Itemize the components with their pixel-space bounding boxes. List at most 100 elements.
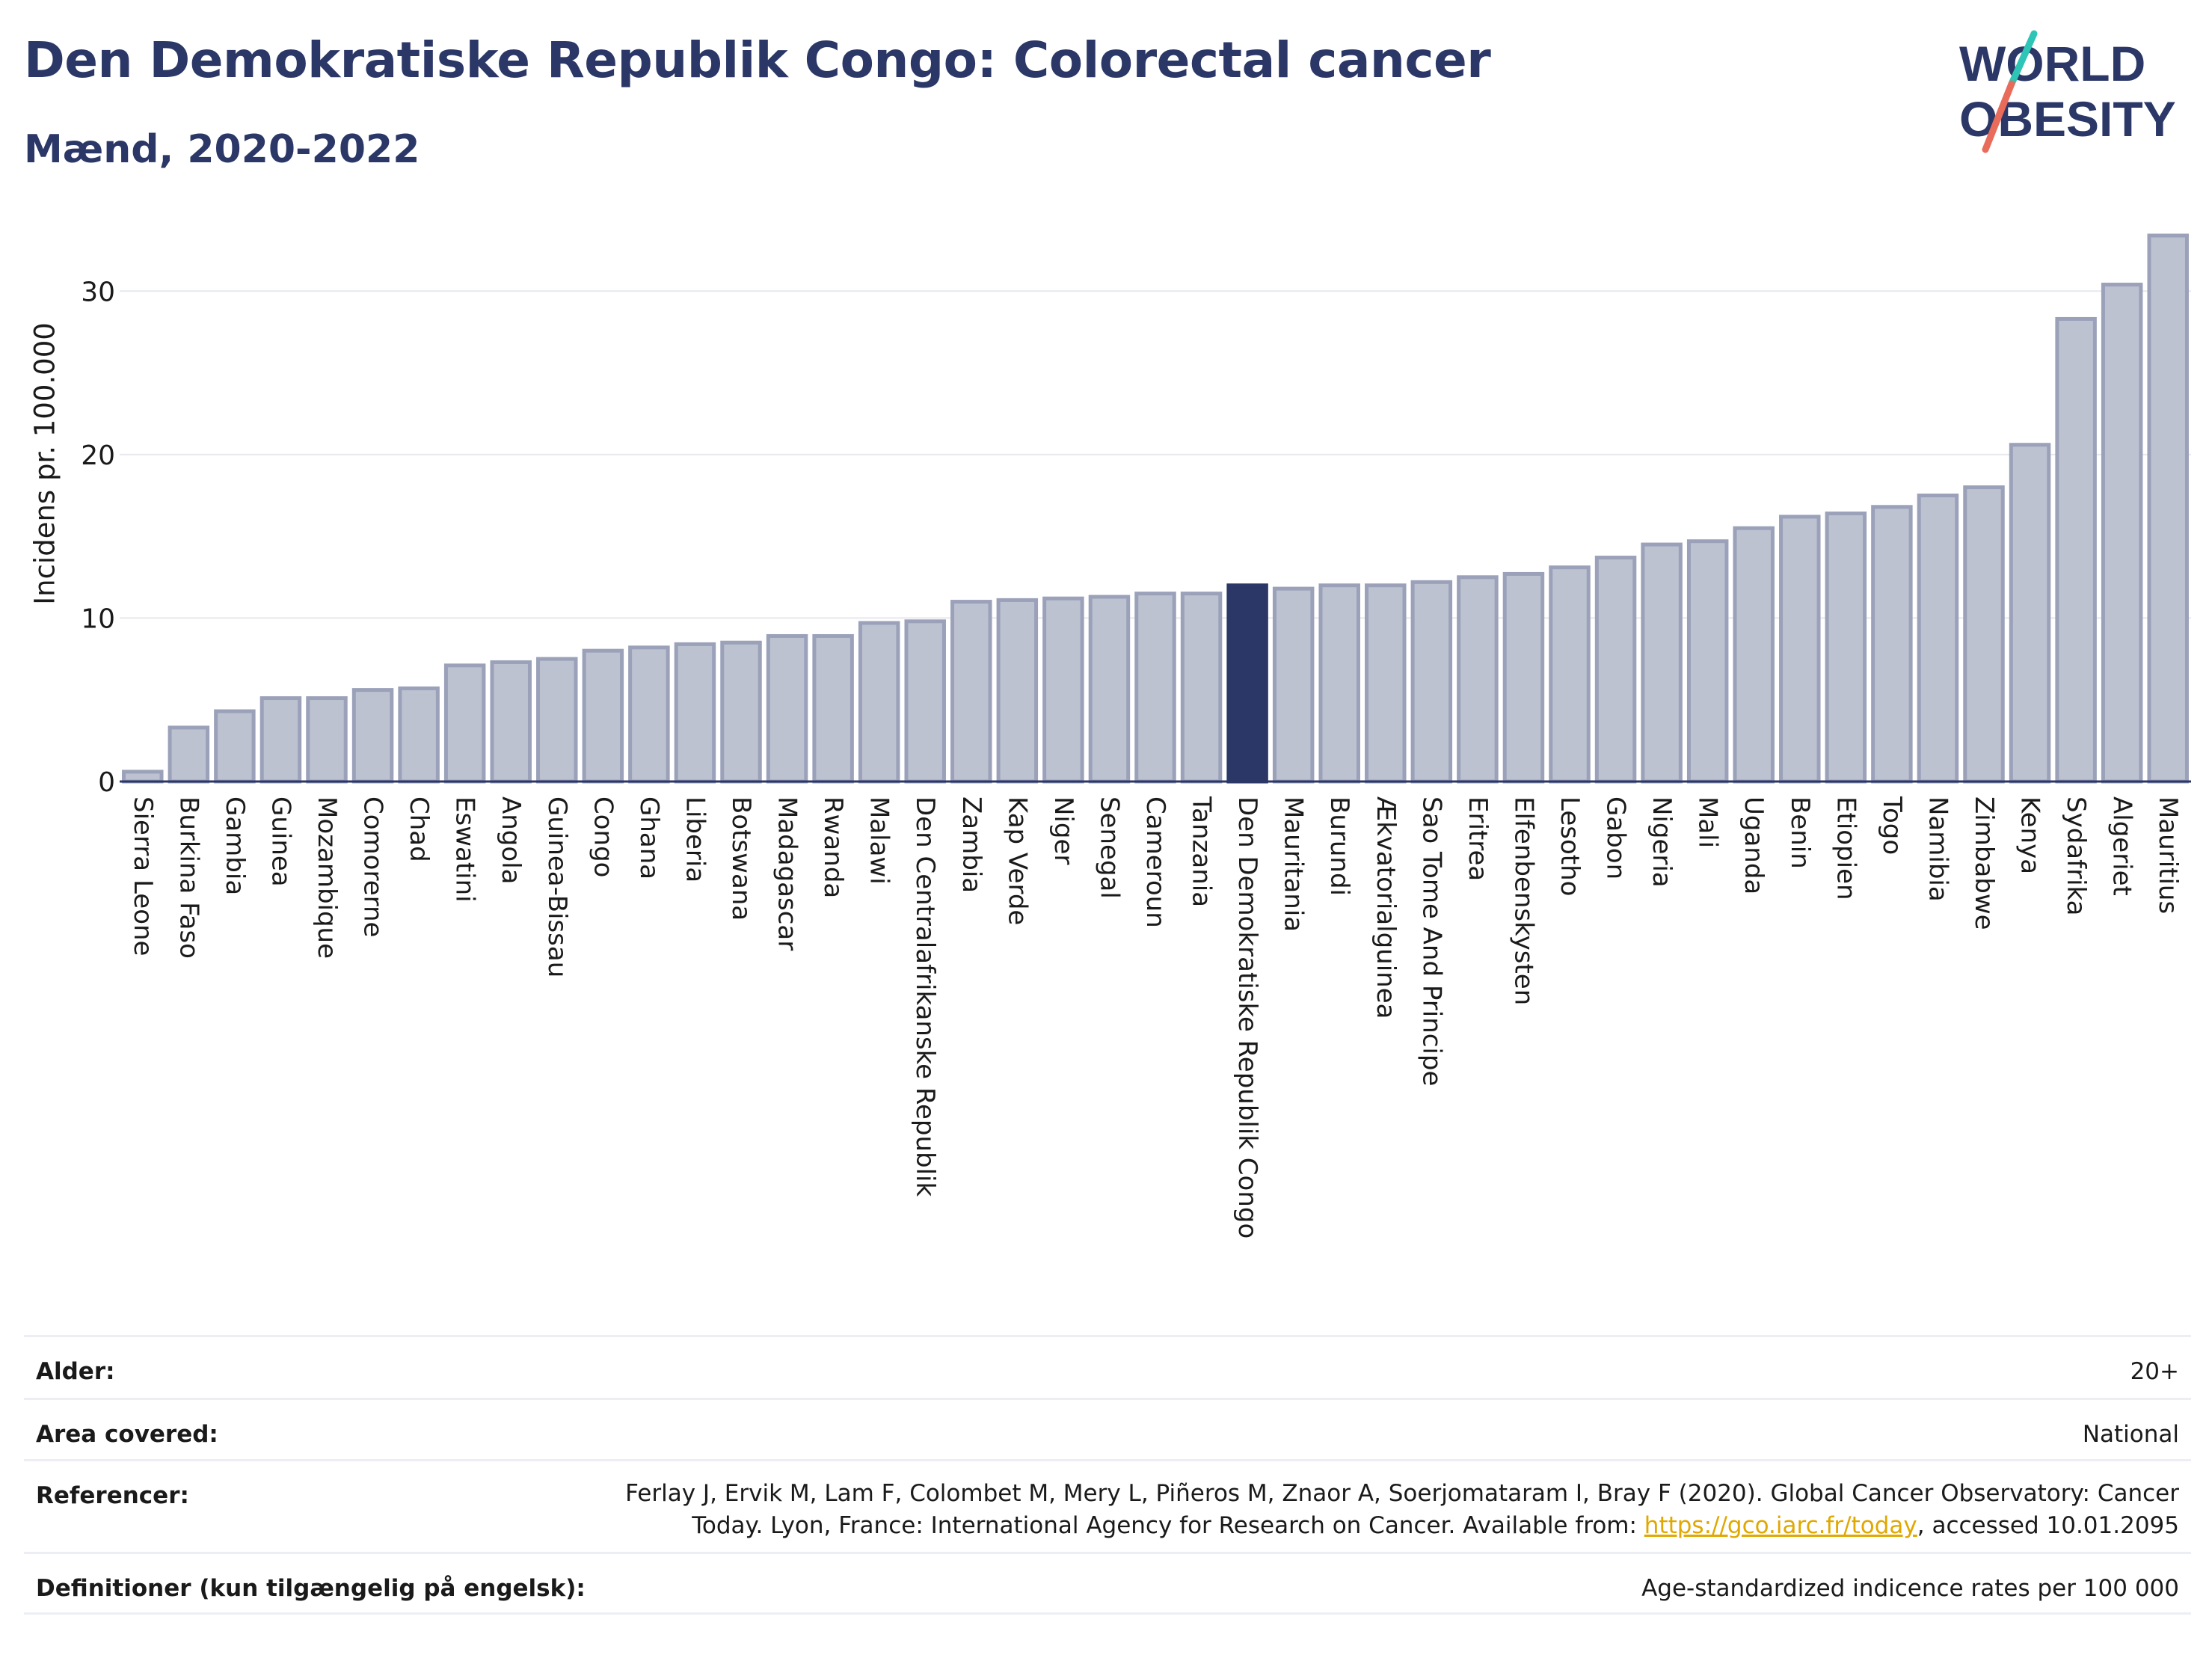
bar [996, 598, 1039, 784]
info-row-definitions: Definitioner (kun tilgængelig på engelsk… [24, 1552, 2191, 1615]
bar [536, 657, 578, 784]
x-tick-label: Etiopien [1831, 796, 1861, 900]
bar [1134, 592, 1176, 784]
definitions-value: Age-standardized indicence rates per 100… [1641, 1575, 2179, 1602]
x-tick-label: Namibia [1923, 796, 1953, 902]
y-tick-label: 20 [81, 440, 115, 471]
bar [1457, 575, 1499, 784]
bar [1641, 542, 1683, 784]
bar [490, 660, 532, 784]
x-tick-label: Zambia [956, 796, 986, 893]
info-row-age: Alder: 20+ [24, 1335, 2191, 1398]
x-tick-label: Kap Verde [1002, 796, 1032, 925]
x-tick-label: Chad [404, 796, 434, 862]
x-tick-label: Madagascar [772, 796, 802, 951]
chart-title: Den Demokratiske Republik Congo: Colorec… [24, 31, 1491, 89]
x-tick-label: Den Centralafrikanske Republik [910, 796, 940, 1197]
bar [628, 645, 670, 784]
bar [1594, 556, 1637, 784]
x-tick-label: Liberia [680, 796, 710, 882]
x-tick-label: Sierra Leone [128, 796, 158, 956]
bar [259, 696, 302, 784]
x-tick-label: Guinea-Bissau [542, 796, 572, 977]
bar [766, 633, 808, 784]
bar [1779, 515, 1821, 784]
x-tick-label: Kenya [2015, 796, 2045, 874]
x-tick-label: Nigeria [1647, 796, 1677, 888]
x-tick-label: Uganda [1739, 796, 1769, 894]
bar [168, 725, 210, 784]
references-text: Ferlay J, Ervik M, Lam F, Colombet M, Me… [625, 1480, 2179, 1539]
x-tick-label: Mali [1693, 796, 1723, 848]
x-tick-label: Gabon [1601, 796, 1631, 879]
x-tick-label: Congo [588, 796, 618, 877]
x-tick-label: Lesotho [1555, 796, 1585, 896]
bar [1871, 505, 1913, 784]
y-axis-label: Incidens pr. 100.000 [28, 322, 61, 605]
x-tick-label: Mozambique [312, 796, 342, 959]
bar [1272, 586, 1315, 784]
x-tick-label: Eritrea [1463, 796, 1493, 881]
y-tick-label: 0 [98, 767, 115, 798]
bar [904, 619, 946, 784]
bar-chart: 0 10 20 30 Sierra Leone Burkina Faso Gambia Gui… [81, 233, 2191, 1238]
x-tick-label: Mauritius [2153, 796, 2183, 914]
world-obesity-logo: WORLD OBESITY [1959, 30, 2176, 153]
x-tick-label: Botswana [726, 796, 756, 921]
age-value: 20+ [2130, 1358, 2179, 1385]
x-tick-label: Ghana [634, 796, 664, 879]
references-label: Referencer: [36, 1482, 189, 1509]
bar-highlight [1226, 583, 1268, 784]
bar [1686, 539, 1729, 784]
bar [858, 621, 900, 784]
bar [1733, 526, 1775, 784]
references-link[interactable]: https://gco.iarc.fr/today [1644, 1512, 1917, 1539]
bar [1549, 565, 1591, 784]
bar [1180, 592, 1223, 784]
x-tick-label: Gambia [220, 796, 250, 895]
x-tick-label: Malawi [864, 796, 894, 885]
bar [1318, 583, 1360, 784]
x-tick-label: Tanzania [1187, 796, 1217, 907]
x-tick-label: Cameroun [1140, 796, 1170, 928]
logo-slash-teal [2008, 30, 2038, 87]
bar [812, 633, 854, 784]
bar [1917, 494, 1959, 784]
x-tick-label: Zimbabwe [1969, 796, 1999, 930]
x-tick-label: Rwanda [818, 796, 848, 898]
x-tick-label: Sydafrika [2061, 796, 2091, 915]
bar [1365, 583, 1407, 784]
bar [351, 688, 394, 784]
x-tick-label: Burundi [1324, 796, 1354, 896]
x-tick-label: Togo [1877, 796, 1907, 855]
chart-subtitle: Mænd, 2020-2022 [24, 127, 420, 172]
x-tick-label: Angola [496, 796, 526, 884]
info-table: Alder: 20+ Area covered: National Refere… [24, 1335, 2191, 1615]
info-row-references: Referencer: Ferlay J, Ervik M, Lam F, Co… [24, 1459, 2191, 1552]
bar [122, 770, 164, 784]
age-label: Alder: [36, 1358, 115, 1385]
bar [214, 709, 256, 784]
bar [1410, 580, 1453, 784]
x-tick-label: Burkina Faso [173, 796, 203, 959]
bar [2147, 233, 2189, 784]
x-tick-label: Benin [1785, 796, 1815, 869]
bar [306, 696, 348, 784]
logo-line-1: WORLD [1959, 36, 2145, 91]
bar [2101, 283, 2143, 784]
x-tick-label: Senegal [1094, 796, 1124, 899]
x-tick-label: Elfenbenskysten [1508, 796, 1538, 1005]
x-tick-label: Ækvatorialguinea [1371, 796, 1401, 1019]
area-value: National [2082, 1421, 2179, 1448]
definitions-label: Definitioner (kun tilgængelig på engelsk… [36, 1575, 586, 1602]
references-value: Ferlay J, Ervik M, Lam F, Colombet M, Me… [609, 1478, 2179, 1542]
bar [398, 686, 440, 784]
bar [1088, 595, 1131, 784]
bar [2009, 443, 2051, 784]
bar [1502, 571, 1545, 784]
bar [674, 642, 716, 784]
x-tick-label: Den Demokratiske Republik Congo [1232, 796, 1262, 1238]
x-tick-label: Sao Tome And Principe [1416, 796, 1446, 1086]
x-tick-label: Guinea [265, 796, 295, 887]
bar [1042, 596, 1084, 784]
